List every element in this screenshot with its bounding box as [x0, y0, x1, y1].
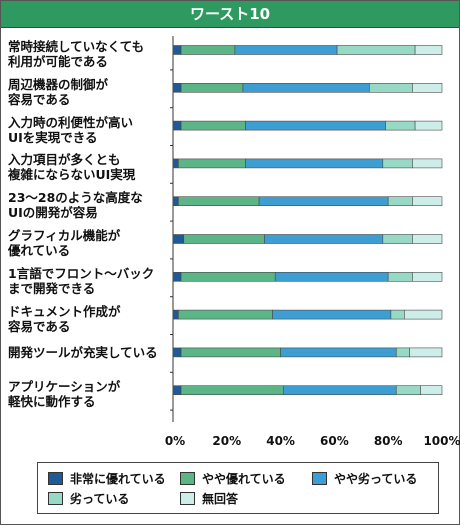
- bar-segment: [282, 385, 397, 396]
- title-bar: ワースト10: [1, 1, 459, 28]
- bar-segment: [180, 347, 281, 358]
- bar-segment: [385, 120, 416, 131]
- bar-segment: [172, 83, 182, 93]
- bar-segment: [180, 45, 236, 55]
- bar-segment: [180, 83, 244, 93]
- bar-segment: [395, 385, 421, 396]
- bar-segment: [387, 271, 413, 282]
- x-tick-label: 100%: [423, 434, 460, 448]
- legend-label: 無回答: [202, 492, 239, 506]
- bar-segment: [172, 158, 179, 169]
- bar-segment: [280, 347, 397, 358]
- bar-segment: [409, 347, 443, 358]
- legend-swatch: [48, 492, 63, 505]
- bar-segment: [272, 309, 392, 320]
- category-label: 入力項目が多くとも 複雑にならないUI実現: [8, 152, 136, 183]
- bar-segment: [382, 158, 413, 169]
- category-label: 23～28のような高度な UIの開発が容易: [8, 190, 143, 221]
- bar-segment: [183, 234, 265, 244]
- bar-segment: [180, 120, 246, 131]
- chart-title: ワースト10: [189, 5, 271, 23]
- legend-swatch: [180, 472, 195, 485]
- bar-segment: [172, 271, 182, 282]
- x-tick-label: 0%: [164, 434, 186, 448]
- bar-segment: [172, 234, 185, 244]
- bar-segment: [180, 271, 276, 282]
- bar-segment: [172, 347, 182, 358]
- bar-segment: [395, 347, 411, 358]
- bar-segment: [412, 271, 443, 282]
- x-tick-label: 40%: [266, 434, 295, 448]
- category-label: 入力時の利便性が高い UIを実現できる: [8, 114, 134, 145]
- bar-segment: [412, 234, 443, 244]
- x-tick-label: 20%: [212, 434, 242, 448]
- category-label: グラフィカル機能が 優れている: [8, 228, 121, 258]
- category-label: 開発ツールが充実している: [8, 345, 158, 361]
- bar-segment: [336, 45, 416, 55]
- bar-segment: [180, 385, 284, 396]
- category-label: アプリケーションが 軽快に動作する: [8, 379, 121, 410]
- bar-segment: [172, 45, 182, 55]
- legend-label: 劣っている: [70, 492, 130, 506]
- bar-segment: [420, 385, 443, 396]
- bar-segment: [382, 234, 413, 244]
- bar-segment: [172, 309, 179, 320]
- legend-swatch: [48, 472, 63, 485]
- bar-segment: [387, 196, 413, 206]
- bar-segment: [258, 196, 389, 206]
- category-label: 常時接続していなくても 利用が可能である: [8, 39, 145, 69]
- bar-segment: [412, 83, 443, 93]
- legend-label: やや劣っている: [334, 472, 418, 486]
- x-tick-label: 80%: [373, 434, 403, 448]
- bar-segment: [264, 234, 384, 244]
- bar-segment: [369, 83, 413, 93]
- bar-segment: [172, 385, 182, 396]
- legend-swatch: [312, 472, 327, 485]
- bar-segment: [234, 45, 338, 55]
- bar-segment: [390, 309, 405, 320]
- category-label: 1言語でフロント～バック まで開発できる: [8, 265, 155, 296]
- bar-segment: [404, 309, 443, 320]
- bar-segment: [178, 309, 273, 320]
- bar-segment: [178, 196, 260, 206]
- category-label: 周辺機器の制御が 容易である: [8, 76, 109, 107]
- bar-segment: [412, 196, 443, 206]
- bar-segment: [274, 271, 389, 282]
- bar-segment: [414, 45, 443, 55]
- bar-segment: [414, 120, 443, 131]
- bar-segment: [172, 120, 182, 131]
- bar-segment: [172, 196, 179, 206]
- legend-label: 非常に優れている: [70, 472, 166, 486]
- bar-segment: [245, 158, 384, 169]
- bar-segment: [242, 83, 370, 93]
- x-tick-label: 60%: [320, 434, 349, 448]
- legend: 非常に優れている やや優れている やや劣っている劣っている 無回答: [37, 462, 439, 514]
- bar-segment: [178, 158, 246, 169]
- legend-swatch: [180, 492, 195, 505]
- bar-segment: [412, 158, 443, 169]
- bar-segment: [245, 120, 386, 131]
- legend-label: やや優れている: [202, 472, 286, 486]
- category-label: ドキュメント作成が 容易である: [8, 303, 121, 334]
